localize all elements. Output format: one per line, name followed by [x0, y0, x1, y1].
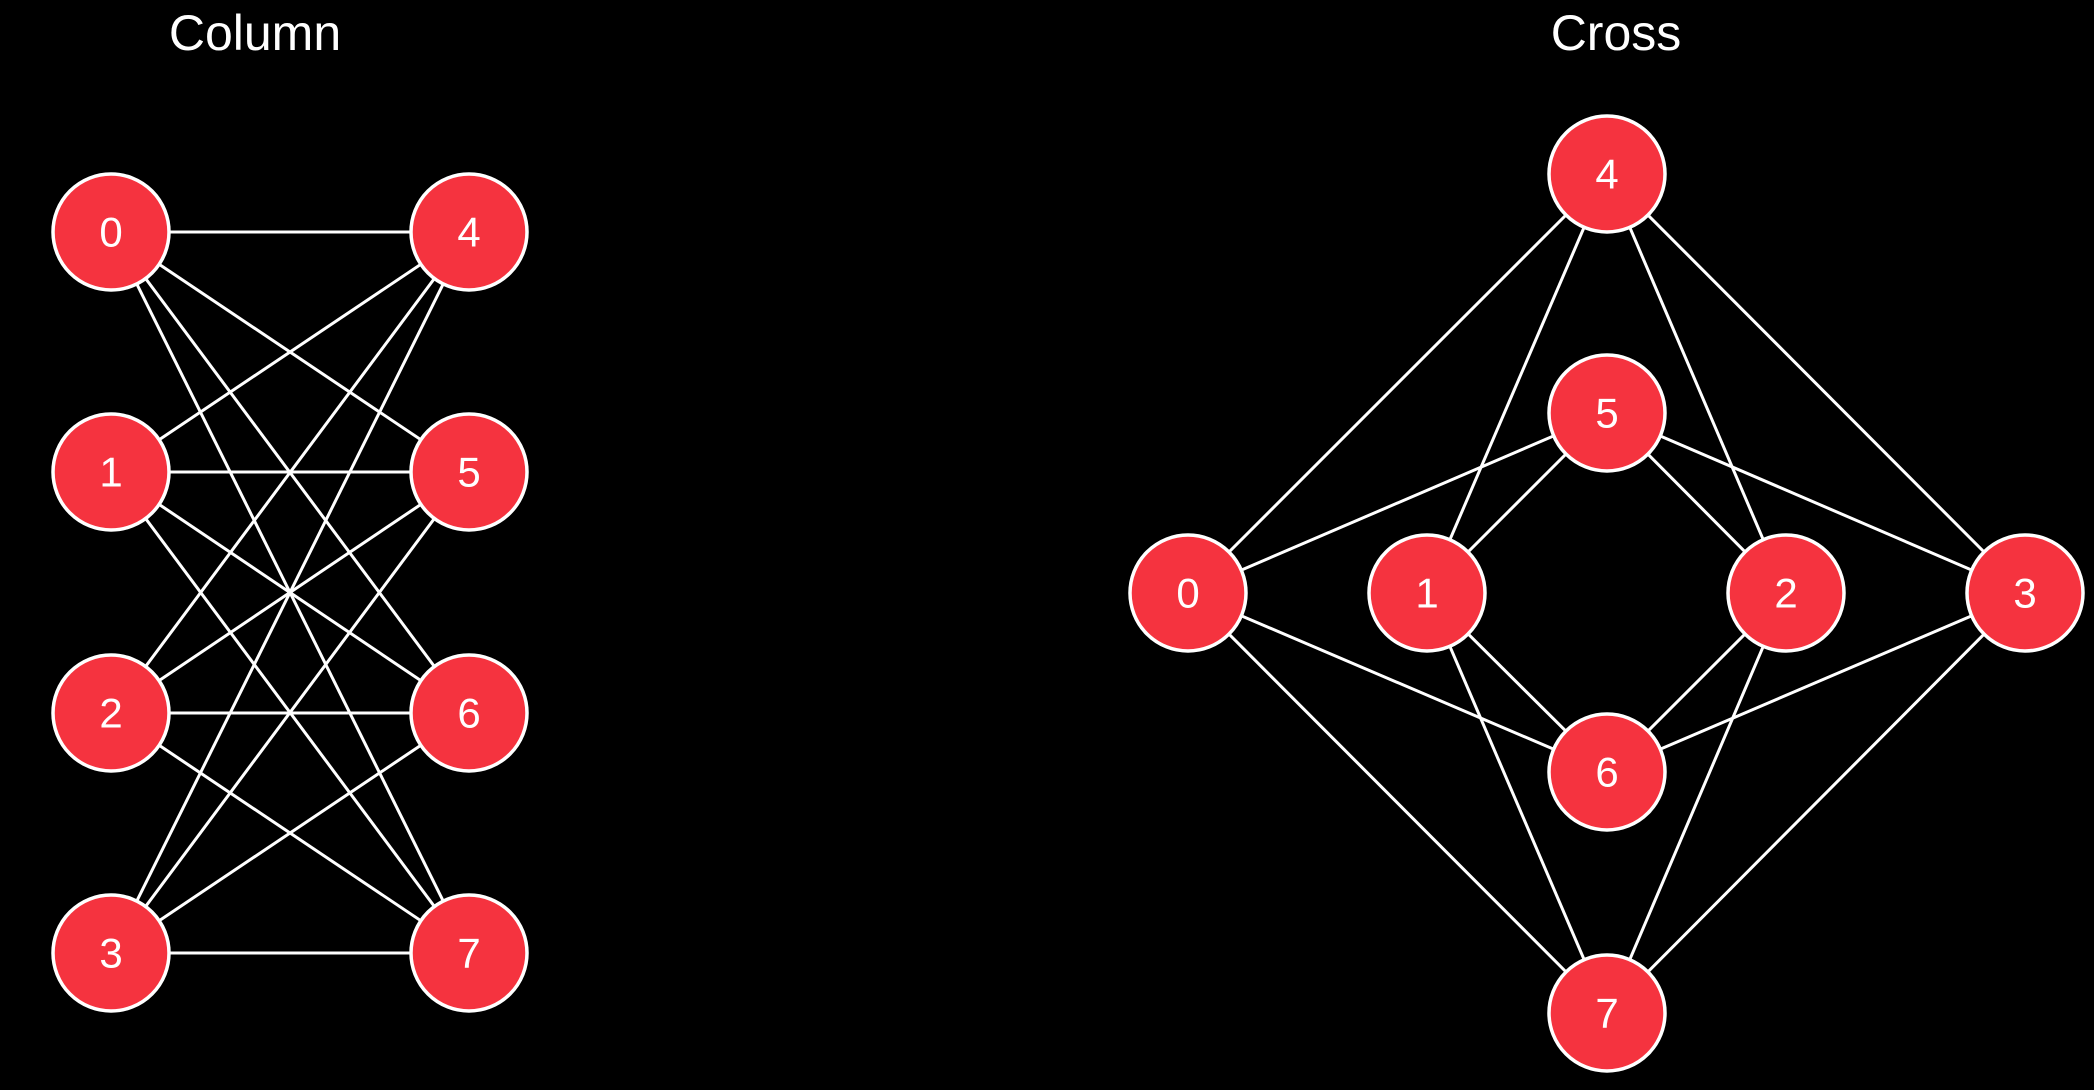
- cross-edge-3-7: [1605, 591, 2027, 1015]
- column-nodes: 0 1 2 3 4 5 6 7: [51, 172, 529, 1013]
- column-node-label-5: 5: [457, 449, 480, 496]
- cross-edge-1-4: [1425, 173, 1609, 594]
- cross-node-3: 3: [1965, 533, 2085, 653]
- cross-edges: [1186, 172, 2027, 1015]
- column-panel-title: Column: [169, 5, 341, 61]
- cross-node-7: 7: [1547, 953, 1667, 1073]
- column-node-3: 3: [51, 893, 171, 1013]
- column-node-5: 5: [409, 412, 529, 532]
- cross-node-label-0: 0: [1176, 570, 1199, 617]
- cross-node-circle-5: [1547, 353, 1667, 473]
- column-node-1: 1: [51, 412, 171, 532]
- column-node-circle-3: [51, 893, 171, 1013]
- cross-node-4: 4: [1547, 114, 1667, 234]
- cross-edge-0-5: [1187, 411, 1608, 595]
- cross-node-0: 0: [1128, 533, 1248, 653]
- cross-node-circle-3: [1965, 533, 2085, 653]
- column-node-4: 4: [409, 172, 529, 292]
- column-node-7: 7: [409, 893, 529, 1013]
- cross-node-circle-1: [1367, 533, 1487, 653]
- cross-node-6: 6: [1547, 712, 1667, 832]
- cross-node-5: 5: [1547, 353, 1667, 473]
- cross-edge-0-6: [1187, 591, 1608, 774]
- cross-edge-3-5: [1606, 411, 2026, 595]
- column-node-circle-5: [409, 412, 529, 532]
- cross-node-label-7: 7: [1595, 990, 1618, 1037]
- column-node-label-6: 6: [457, 690, 480, 737]
- cross-edge-2-4: [1605, 173, 1788, 594]
- column-node-2: 2: [51, 653, 171, 773]
- column-node-label-4: 4: [457, 209, 480, 256]
- cross-edge-0-4: [1186, 172, 1609, 595]
- column-edge-3-4: [109, 231, 471, 954]
- cross-edge-2-7: [1605, 592, 1788, 1014]
- cross-node-label-2: 2: [1774, 570, 1797, 617]
- cross-node-2: 2: [1726, 533, 1846, 653]
- column-node-circle-0: [51, 172, 171, 292]
- column-edge-1-4: [110, 230, 470, 474]
- cross-node-1: 1: [1367, 533, 1487, 653]
- column-node-0: 0: [51, 172, 171, 292]
- column-edge-2-4: [109, 231, 471, 714]
- column-edges: [109, 230, 471, 955]
- cross-edge-1-7: [1425, 592, 1609, 1014]
- column-node-circle-4: [409, 172, 529, 292]
- cross-node-label-6: 6: [1595, 749, 1618, 796]
- column-node-6: 6: [409, 653, 529, 773]
- cross-node-label-1: 1: [1415, 570, 1438, 617]
- cross-edge-0-7: [1186, 591, 1609, 1015]
- column-node-label-1: 1: [99, 449, 122, 496]
- column-node-circle-6: [409, 653, 529, 773]
- column-node-circle-1: [51, 412, 171, 532]
- column-node-label-3: 3: [99, 930, 122, 977]
- cross-node-label-3: 3: [2013, 570, 2036, 617]
- cross-edge-3-4: [1605, 172, 2027, 595]
- column-edge-3-5: [109, 471, 471, 954]
- cross-node-label-4: 4: [1595, 151, 1618, 198]
- column-edge-3-6: [110, 711, 470, 955]
- cross-node-label-5: 5: [1595, 390, 1618, 437]
- column-panel: Column 0 1 2 3 4 5 6 7: [51, 5, 529, 1013]
- cross-edge-3-6: [1606, 591, 2026, 774]
- cross-node-circle-7: [1547, 953, 1667, 1073]
- column-node-circle-7: [409, 893, 529, 1013]
- cross-node-circle-0: [1128, 533, 1248, 653]
- cross-node-circle-2: [1726, 533, 1846, 653]
- cross-node-circle-6: [1547, 712, 1667, 832]
- cross-nodes: 0 1 2 3 4 5 6 7: [1128, 114, 2085, 1073]
- column-node-label-2: 2: [99, 690, 122, 737]
- column-node-label-7: 7: [457, 930, 480, 977]
- column-node-circle-2: [51, 653, 171, 773]
- cross-panel: Cross 0 1 2 3 4 5 6 7: [1128, 5, 2085, 1073]
- cross-node-circle-4: [1547, 114, 1667, 234]
- cross-panel-title: Cross: [1551, 5, 1682, 61]
- column-node-label-0: 0: [99, 209, 122, 256]
